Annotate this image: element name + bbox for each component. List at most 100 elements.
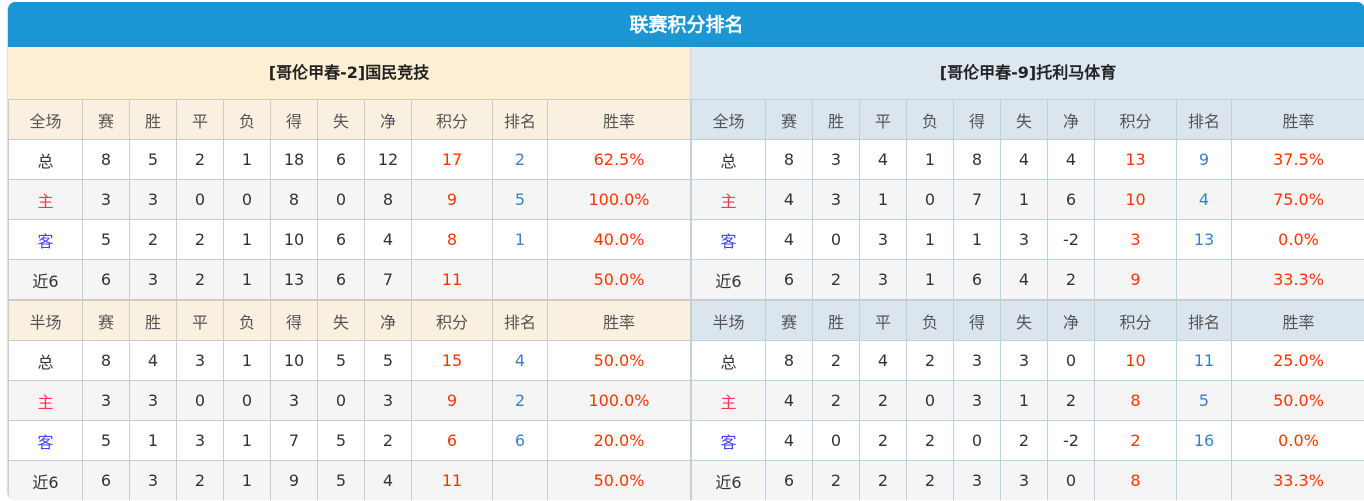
stat-cell: 6 xyxy=(82,259,130,301)
stat-cell: 5 xyxy=(317,340,365,381)
stat-cell: 4 xyxy=(1047,139,1095,180)
section-label: 全场 xyxy=(8,99,83,140)
points-cell: 2 xyxy=(1094,420,1177,461)
table-row: 客 5 1 3 1 7 5 2 6 6 20.0% xyxy=(8,420,691,461)
stat-cell: 5 xyxy=(82,219,130,260)
row-label: 主 xyxy=(691,380,766,421)
points-cell: 11 xyxy=(411,259,493,301)
stat-cell: 7 xyxy=(953,179,1001,220)
stat-cell: 4 xyxy=(1000,139,1048,180)
column-header: 负 xyxy=(223,299,271,341)
points-cell: 11 xyxy=(411,460,493,500)
stat-cell: 9 xyxy=(270,460,318,500)
points-cell: 10 xyxy=(1094,340,1177,381)
win-rate-cell: 100.0% xyxy=(547,380,691,421)
table-row: 总 8 5 2 1 18 6 12 17 2 62.5% xyxy=(8,139,691,180)
column-header: 负 xyxy=(223,99,271,140)
row-label: 近6 xyxy=(8,259,83,301)
win-rate-cell: 33.3% xyxy=(1231,460,1364,500)
win-rate-cell: 0.0% xyxy=(1231,219,1364,260)
rank-cell xyxy=(1176,460,1232,500)
win-rate-cell: 100.0% xyxy=(547,179,691,220)
section-label: 半场 xyxy=(8,299,83,341)
win-rate-cell: 50.0% xyxy=(1231,380,1364,421)
stat-cell: 2 xyxy=(859,420,907,461)
row-label: 客 xyxy=(691,420,766,461)
stat-cell: 3 xyxy=(1000,340,1048,381)
table-row: 客 4 0 2 2 0 2 -2 2 16 0.0% xyxy=(691,420,1364,461)
points-cell: 10 xyxy=(1094,179,1177,220)
stat-cell: 0 xyxy=(176,380,224,421)
rank-cell: 9 xyxy=(1176,139,1232,180)
win-rate-cell: 50.0% xyxy=(547,259,691,301)
points-cell: 15 xyxy=(411,340,493,381)
half-header-row: 半场赛胜平负得失净积分 排名 胜率 xyxy=(691,299,1364,341)
column-header: 平 xyxy=(176,99,224,140)
column-header: 胜 xyxy=(812,99,860,140)
widget-title: 联赛积分排名 xyxy=(8,2,1364,47)
column-header: 失 xyxy=(1000,299,1048,341)
row-label: 主 xyxy=(8,380,83,421)
stat-cell: 3 xyxy=(812,179,860,220)
stat-cell: 2 xyxy=(176,460,224,500)
full-header-row: 全场赛胜平负得失净积分 排名 胜率 xyxy=(691,99,1364,140)
win-rate-cell: 25.0% xyxy=(1231,340,1364,381)
points-cell: 6 xyxy=(411,420,493,461)
table-row: 客 4 0 3 1 1 3 -2 3 13 0.0% xyxy=(691,219,1364,260)
table-row: 总 8 4 3 1 10 5 5 15 4 50.0% xyxy=(8,340,691,381)
stat-cell: 0 xyxy=(812,420,860,461)
stat-cell: 0 xyxy=(906,179,954,220)
column-header: 平 xyxy=(859,99,907,140)
row-label: 总 xyxy=(691,340,766,381)
stat-cell: 1 xyxy=(1000,380,1048,421)
table-row: 客 5 2 2 1 10 6 4 8 1 40.0% xyxy=(8,219,691,260)
table-row: 总 8 2 4 2 3 3 0 10 11 25.0% xyxy=(691,340,1364,381)
stat-cell: 0 xyxy=(317,179,365,220)
stat-cell: 2 xyxy=(812,340,860,381)
points-cell: 8 xyxy=(1094,460,1177,500)
stat-cell: 3 xyxy=(1000,460,1048,500)
stat-cell: 2 xyxy=(1047,380,1095,421)
stat-cell: 18 xyxy=(270,139,318,180)
row-label: 主 xyxy=(691,179,766,220)
stat-cell: 8 xyxy=(82,340,130,381)
row-label: 近6 xyxy=(691,259,766,301)
rank-cell: 16 xyxy=(1176,420,1232,461)
stat-cell: 2 xyxy=(812,460,860,500)
stat-cell: 4 xyxy=(765,420,813,461)
column-header: 胜 xyxy=(129,299,177,341)
column-header: 积分 xyxy=(1094,99,1177,140)
win-rate-cell: 0.0% xyxy=(1231,420,1364,461)
stat-cell: 3 xyxy=(953,380,1001,421)
stat-cell: 3 xyxy=(859,259,907,301)
column-header: 赛 xyxy=(82,299,130,341)
full-header-row: 全场赛胜平负得失净积分 排名 胜率 xyxy=(8,99,691,140)
stat-cell: 0 xyxy=(953,420,1001,461)
stat-cell: 2 xyxy=(129,219,177,260)
rank-cell: 13 xyxy=(1176,219,1232,260)
stat-cell: 4 xyxy=(859,139,907,180)
stat-cell: 4 xyxy=(859,340,907,381)
stat-cell: 3 xyxy=(812,139,860,180)
stat-cell: 3 xyxy=(176,420,224,461)
stat-cell: 4 xyxy=(765,179,813,220)
stat-cell: 8 xyxy=(765,340,813,381)
column-header: 赛 xyxy=(765,299,813,341)
stat-cell: 3 xyxy=(364,380,412,421)
stat-cell: -2 xyxy=(1047,219,1095,260)
stat-cell: 6 xyxy=(317,139,365,180)
stat-cell: 6 xyxy=(953,259,1001,301)
stat-cell: 1 xyxy=(953,219,1001,260)
win-rate-cell: 20.0% xyxy=(547,420,691,461)
stat-cell: 2 xyxy=(812,259,860,301)
stat-cell: 3 xyxy=(129,259,177,301)
table-row: 主 4 2 2 0 3 1 2 8 5 50.0% xyxy=(691,380,1364,421)
stat-cell: 3 xyxy=(129,179,177,220)
column-header: 得 xyxy=(953,99,1001,140)
stat-cell: 1 xyxy=(129,420,177,461)
column-header: 得 xyxy=(953,299,1001,341)
table-row: 主 3 3 0 0 8 0 8 9 5 100.0% xyxy=(8,179,691,220)
column-header: 排名 xyxy=(492,299,548,341)
stat-cell: 1 xyxy=(223,420,271,461)
win-rate-cell: 40.0% xyxy=(547,219,691,260)
